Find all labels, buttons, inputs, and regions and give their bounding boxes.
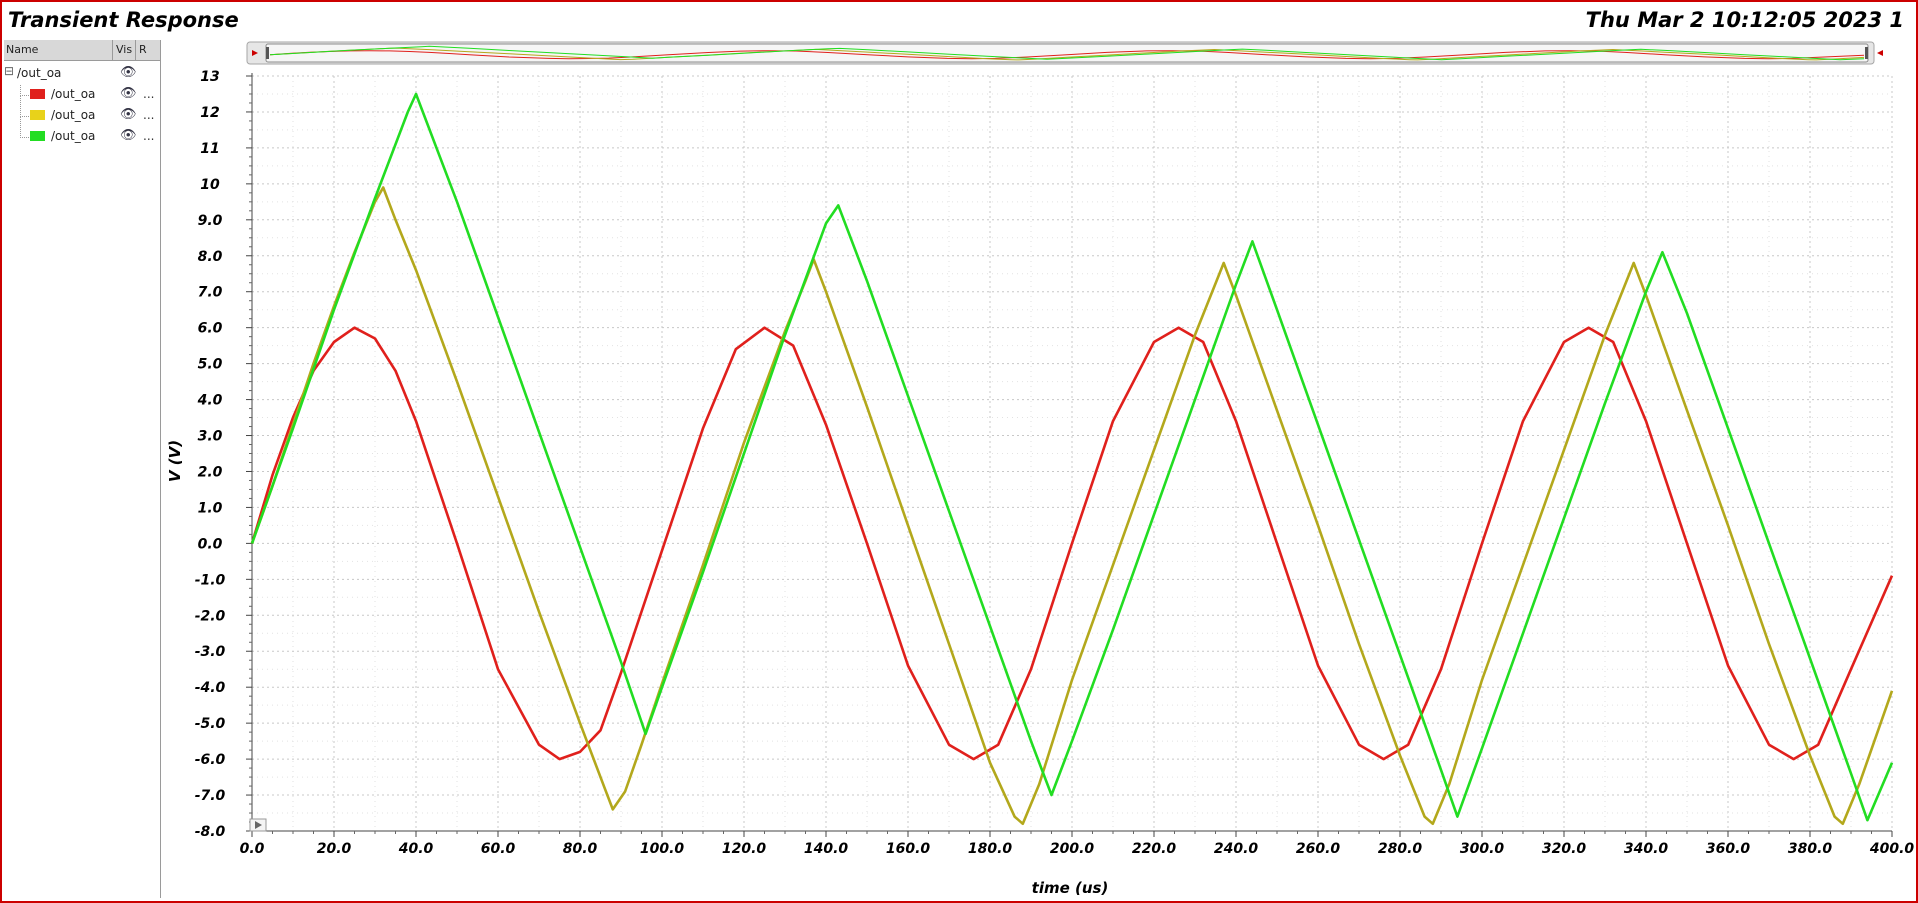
- y-tick-label: 5.0: [198, 357, 223, 373]
- collapse-icon[interactable]: ⊟: [4, 64, 15, 78]
- y-tick-label: 13: [200, 69, 219, 85]
- chart-traces: [250, 92, 1894, 826]
- column-header-vis[interactable]: Vis: [116, 43, 133, 56]
- x-tick-label: 0.0: [240, 841, 265, 857]
- y-tick-label: 12: [200, 105, 219, 121]
- x-tick-label: 400.0: [1869, 841, 1915, 857]
- y-tick-label: -5.0: [195, 716, 226, 732]
- y-tick-label: 7.0: [198, 285, 223, 301]
- legend-item[interactable]: /out_oa 👁 ...: [4, 85, 160, 105]
- x-tick-label: 320.0: [1542, 841, 1587, 857]
- tree-connector: [20, 117, 31, 138]
- trace-color-swatch: [30, 89, 45, 99]
- chart-grid: [251, 75, 1893, 832]
- tree-connector: [20, 96, 31, 117]
- x-tick-label: 60.0: [481, 841, 516, 857]
- legend-panel: Name Vis R ⊟ /out_oa 👁 /out_oa 👁 ... /ou…: [4, 40, 161, 898]
- scroll-right-arrow-icon[interactable]: [1877, 50, 1883, 56]
- trace-color-swatch: [30, 110, 45, 120]
- x-tick-label: 160.0: [886, 841, 931, 857]
- overview-traces: [269, 45, 1865, 61]
- x-tick-label: 240.0: [1214, 841, 1259, 857]
- y-tick-label: 9.0: [198, 213, 223, 229]
- trace-3[interactable]: [250, 92, 1894, 822]
- y-tick-label: -4.0: [195, 680, 226, 696]
- y-tick-label: 0.0: [198, 536, 223, 552]
- y-tick-label: 6.0: [198, 321, 223, 337]
- legend-item-label: /out_oa: [51, 87, 96, 101]
- x-tick-label: 200.0: [1050, 841, 1095, 857]
- play-icon[interactable]: [255, 821, 262, 829]
- trace-color-swatch: [30, 131, 45, 141]
- y-tick-label: 8.0: [198, 249, 223, 265]
- x-tick-label: 260.0: [1296, 841, 1341, 857]
- legend-group-row[interactable]: ⊟ /out_oa 👁: [4, 64, 160, 84]
- eye-icon[interactable]: 👁: [120, 86, 137, 101]
- more-icon[interactable]: ...: [143, 87, 155, 101]
- x-tick-label: 280.0: [1378, 841, 1423, 857]
- x-tick-label: 220.0: [1132, 841, 1177, 857]
- legend-item-label: /out_oa: [51, 129, 96, 143]
- y-tick-label: -8.0: [195, 824, 226, 840]
- legend-group-label: /out_oa: [17, 66, 62, 80]
- y-tick-label: 10: [200, 177, 220, 193]
- column-divider[interactable]: [135, 40, 136, 60]
- chart-axes: 0.0 20.0 40.0 60.0 80.0 100.0 120.0 140.0 160.0 1…: [195, 69, 1915, 857]
- overview-trace-3: [269, 45, 1865, 61]
- legend-item[interactable]: /out_oa 👁 ...: [4, 117, 160, 147]
- overview-left-handle[interactable]: [266, 47, 269, 59]
- eye-icon[interactable]: 👁: [120, 65, 137, 80]
- more-icon[interactable]: ...: [143, 129, 155, 143]
- y-tick-label: 1.0: [198, 500, 223, 516]
- y-tick-label: -2.0: [195, 608, 226, 624]
- x-tick-label: 80.0: [563, 841, 598, 857]
- datestamp: Thu Mar 2 10:12:05 2023 1: [1585, 8, 1904, 32]
- y-tick-label: -6.0: [195, 752, 226, 768]
- trace-2[interactable]: [250, 186, 1894, 826]
- more-icon[interactable]: ...: [143, 108, 155, 122]
- x-tick-label: 40.0: [398, 841, 434, 857]
- x-tick-label: 180.0: [968, 841, 1013, 857]
- column-header-name[interactable]: Name: [6, 43, 39, 56]
- x-tick-label: 380.0: [1788, 841, 1833, 857]
- expand-toggle[interactable]: [249, 818, 267, 832]
- column-header-r[interactable]: R: [139, 43, 147, 56]
- legend-item[interactable]: /out_oa 👁 ...: [4, 96, 160, 126]
- y-tick-label: -1.0: [195, 572, 226, 588]
- overview-scrollbar[interactable]: [246, 41, 1883, 65]
- x-tick-label: 300.0: [1460, 841, 1505, 857]
- y-tick-label: -7.0: [195, 788, 226, 804]
- y-tick-label: 3.0: [198, 429, 223, 445]
- y-tick-label: 2.0: [198, 464, 223, 480]
- y-tick-label: 11: [200, 141, 219, 157]
- x-axis-label: time (us): [1032, 879, 1109, 897]
- eye-icon[interactable]: 👁: [120, 128, 137, 143]
- y-axis-label: V (V): [166, 440, 184, 482]
- y-tick-label: 4.0: [197, 393, 223, 409]
- legend-header: Name Vis R: [4, 40, 160, 61]
- x-tick-label: 360.0: [1706, 841, 1751, 857]
- column-divider[interactable]: [112, 40, 113, 60]
- overview-right-handle[interactable]: [1865, 47, 1868, 59]
- scroll-left-arrow-icon[interactable]: [252, 50, 258, 56]
- window-title: Transient Response: [8, 8, 239, 32]
- x-tick-label: 20.0: [317, 841, 352, 857]
- eye-icon[interactable]: 👁: [120, 107, 137, 122]
- x-tick-label: 340.0: [1624, 841, 1669, 857]
- y-tick-label: -3.0: [195, 644, 226, 660]
- x-tick-label: 140.0: [804, 841, 849, 857]
- x-tick-label: 120.0: [722, 841, 767, 857]
- tree-connector: [20, 85, 31, 96]
- overview-trace-2: [269, 47, 1865, 61]
- x-tick-label: 100.0: [640, 841, 685, 857]
- legend-item-label: /out_oa: [51, 108, 96, 122]
